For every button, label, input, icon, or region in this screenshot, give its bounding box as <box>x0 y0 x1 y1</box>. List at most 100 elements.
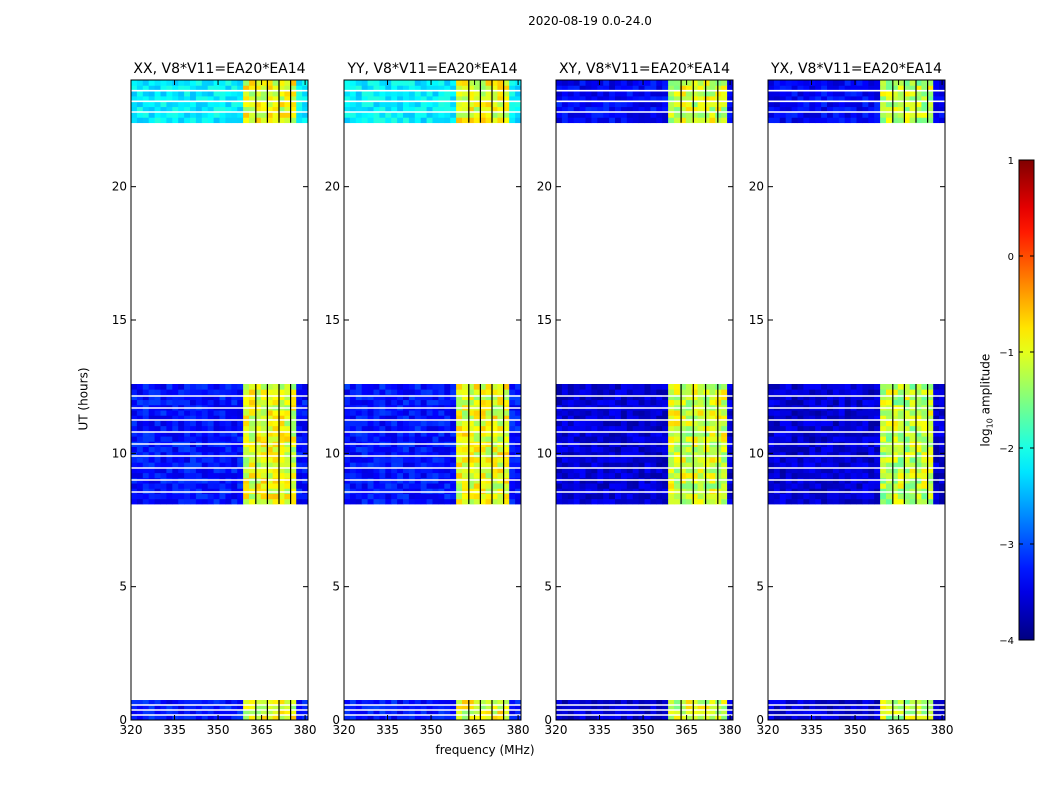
heatmap-cell <box>838 472 846 479</box>
heatmap-cell <box>178 462 185 468</box>
heatmap-cell <box>768 700 775 706</box>
heatmap-cell <box>391 425 398 432</box>
heatmap-cell <box>609 467 616 474</box>
heatmap-cell <box>444 389 451 395</box>
heatmap-cell <box>567 705 575 711</box>
heatmap-cell <box>479 436 486 442</box>
heatmap-cell <box>290 106 297 113</box>
heatmap-cell <box>184 472 191 479</box>
heatmap-cell <box>844 457 851 463</box>
heatmap-cell <box>154 410 161 416</box>
heatmap-cell <box>556 112 563 118</box>
heatmap-cell <box>715 399 722 406</box>
heatmap-cell <box>915 112 922 118</box>
heatmap-cell <box>703 457 710 463</box>
heatmap-cell <box>426 488 433 494</box>
heatmap-cell <box>379 498 386 505</box>
heatmap-cell <box>803 462 810 468</box>
heatmap-cell <box>296 85 303 92</box>
heatmap-cell <box>856 410 863 416</box>
heatmap-cell <box>420 399 427 406</box>
heatmap-cell <box>609 430 616 437</box>
heatmap-cell <box>136 399 144 406</box>
heatmap-cell <box>579 462 586 468</box>
heatmap-cell <box>272 430 279 437</box>
heatmap-cell <box>266 112 273 118</box>
heatmap-cell <box>909 117 916 124</box>
heatmap-cell <box>903 451 910 458</box>
heatmap-cell <box>426 106 433 113</box>
heatmap-cell <box>178 425 185 432</box>
heatmap-cell <box>391 394 398 401</box>
heatmap-cell <box>721 715 728 721</box>
heatmap-cell <box>927 410 934 416</box>
heatmap-cell <box>797 117 804 124</box>
heatmap-cell <box>815 410 822 416</box>
heatmap-cell <box>349 436 357 442</box>
heatmap-cell <box>154 467 161 474</box>
heatmap-cell <box>727 420 734 427</box>
heatmap-cell <box>397 710 404 716</box>
heatmap-cell <box>597 472 604 479</box>
heatmap-cell <box>915 96 922 102</box>
heatmap-cell <box>231 451 238 458</box>
heatmap-cell <box>467 710 475 716</box>
heatmap-cell <box>668 389 675 395</box>
heatmap-cell <box>897 472 905 479</box>
heatmap-cell <box>432 700 439 706</box>
heatmap-cell <box>856 705 863 711</box>
heatmap-cell <box>249 90 256 97</box>
heatmap-cell <box>349 700 357 706</box>
heatmap-cell <box>190 488 197 494</box>
heatmap-cell <box>797 451 804 458</box>
heatmap-cell <box>503 498 510 505</box>
heatmap-cell <box>296 90 303 97</box>
heatmap-cell <box>190 425 197 432</box>
heatmap-cell <box>827 451 834 458</box>
heatmap-cell <box>803 457 810 463</box>
heatmap-cell <box>880 446 887 453</box>
heatmap-cell <box>272 389 279 395</box>
heatmap-cell <box>821 430 828 437</box>
heatmap-cell <box>809 420 816 427</box>
heatmap-cell <box>650 472 657 479</box>
heatmap-cell <box>503 488 510 494</box>
heatmap-cell <box>556 457 563 463</box>
heatmap-cell <box>832 96 840 102</box>
heatmap-cell <box>349 112 357 118</box>
heatmap-cell <box>921 715 928 721</box>
heatmap-cell <box>779 389 787 395</box>
heatmap-cell <box>467 430 475 437</box>
heatmap-cell <box>225 488 232 494</box>
heatmap-cell <box>862 425 869 432</box>
heatmap-cell <box>838 425 846 432</box>
heatmap-cell <box>131 101 138 108</box>
heatmap-cell <box>403 467 410 474</box>
heatmap-cell <box>491 425 498 432</box>
heatmap-cell <box>426 85 433 92</box>
heatmap-cell <box>933 498 940 505</box>
heatmap-cell <box>773 399 781 406</box>
heatmap-cell <box>355 96 363 102</box>
heatmap-cell <box>148 101 155 108</box>
heatmap-cell <box>166 493 173 500</box>
heatmap-cell <box>850 410 857 416</box>
heatmap-cell <box>462 483 469 489</box>
heatmap-cell <box>503 85 510 92</box>
heatmap-cell <box>691 389 698 395</box>
heatmap-cell <box>361 394 368 401</box>
heatmap-cell <box>779 410 787 416</box>
heatmap-cell <box>231 467 238 474</box>
heatmap-cell <box>473 451 481 458</box>
heatmap-cell <box>933 710 940 716</box>
heatmap-cell <box>213 462 220 468</box>
heatmap-cell <box>791 399 798 406</box>
heatmap-cell <box>154 451 161 458</box>
heatmap-cell <box>284 483 291 489</box>
heatmap-cell <box>491 446 498 453</box>
heatmap-cell <box>656 462 663 468</box>
heatmap-cell <box>668 705 675 711</box>
heatmap-cell <box>349 488 357 494</box>
heatmap-cell <box>674 705 681 711</box>
